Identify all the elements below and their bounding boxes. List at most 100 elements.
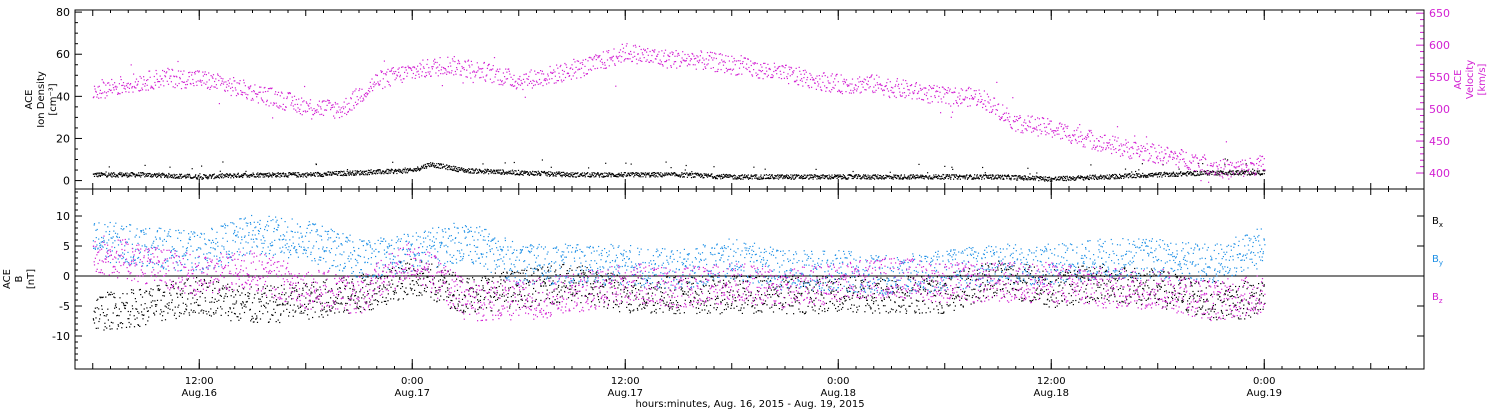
b-point-bx	[212, 283, 214, 285]
velocity-point	[710, 67, 712, 69]
b-point-bx	[180, 312, 182, 315]
density-point	[540, 174, 542, 177]
velocity-point	[960, 88, 962, 90]
density-point	[1094, 175, 1096, 177]
b-point-bx	[214, 298, 216, 300]
density-point	[906, 177, 909, 179]
velocity-point	[666, 59, 668, 61]
velocity-point	[856, 90, 858, 92]
velocity-point	[688, 55, 690, 57]
velocity-point	[606, 59, 609, 61]
density-point	[439, 163, 441, 165]
velocity-point	[334, 101, 336, 104]
b-point-bx	[122, 302, 125, 304]
density-point	[297, 176, 299, 178]
b-point-bx	[117, 325, 120, 327]
velocity-point	[440, 73, 442, 75]
density-point	[1196, 174, 1198, 176]
density-point	[475, 168, 477, 170]
velocity-point	[626, 43, 628, 45]
density-point	[1124, 168, 1127, 170]
b-point-bx	[166, 303, 168, 305]
density-point	[736, 178, 738, 180]
density-point	[691, 171, 693, 173]
density-point	[622, 176, 624, 178]
velocity-point	[1125, 139, 1127, 141]
velocity-point	[919, 87, 922, 90]
density-point	[926, 176, 928, 178]
density-point	[1026, 178, 1028, 180]
velocity-point	[1076, 129, 1078, 131]
density-point	[748, 178, 750, 180]
velocity-point	[610, 59, 612, 61]
density-point	[698, 173, 700, 176]
density-point	[837, 176, 839, 178]
density-point	[519, 171, 521, 173]
density-point	[1155, 174, 1157, 176]
velocity-point	[334, 117, 336, 119]
velocity-point	[341, 115, 343, 118]
density-point	[911, 176, 914, 178]
velocity-point	[1109, 139, 1111, 141]
density-point	[1093, 178, 1095, 180]
velocity-point	[783, 71, 785, 73]
velocity-point	[628, 53, 630, 55]
b-point-bx	[158, 289, 160, 292]
density-point	[524, 170, 526, 172]
density-point	[144, 164, 146, 166]
density-point	[339, 172, 341, 174]
density-point	[1057, 178, 1059, 181]
y-tick-label-left: 0	[63, 175, 70, 188]
velocity-point	[1212, 164, 1214, 166]
velocity-point	[697, 56, 699, 58]
density-point	[898, 175, 900, 177]
velocity-point	[280, 106, 282, 108]
velocity-point	[843, 83, 845, 85]
density-point	[973, 178, 975, 180]
velocity-point	[740, 55, 742, 57]
density-point	[622, 175, 624, 177]
density-point	[826, 175, 828, 177]
density-point	[701, 175, 704, 177]
density-point	[338, 171, 341, 173]
density-point	[615, 176, 617, 178]
velocity-point	[243, 82, 245, 84]
velocity-point	[522, 78, 525, 80]
density-point	[1003, 175, 1005, 177]
density-point	[674, 175, 676, 177]
density-point	[502, 169, 504, 171]
density-point	[831, 174, 833, 176]
velocity-point	[792, 71, 794, 73]
density-point	[893, 176, 895, 178]
density-point	[356, 170, 358, 172]
velocity-point	[756, 62, 758, 65]
velocity-point	[328, 102, 330, 104]
density-point	[321, 173, 323, 176]
density-point	[121, 172, 123, 174]
density-point	[950, 178, 952, 180]
velocity-point	[1122, 154, 1124, 157]
density-point	[1138, 169, 1140, 171]
density-point	[113, 175, 115, 177]
density-point	[655, 175, 657, 177]
density-point	[477, 172, 479, 174]
density-point	[1156, 176, 1159, 178]
velocity-point	[956, 102, 958, 104]
velocity-point	[272, 104, 274, 106]
density-point	[688, 175, 690, 177]
velocity-point	[511, 84, 513, 86]
velocity-point	[322, 114, 325, 116]
density-point	[460, 169, 462, 171]
velocity-point	[615, 55, 617, 57]
b-point-bx	[148, 316, 150, 318]
density-point	[1190, 172, 1193, 174]
velocity-point	[1110, 148, 1112, 150]
velocity-point	[1086, 134, 1088, 136]
density-point	[450, 166, 452, 168]
velocity-point	[935, 90, 938, 92]
density-point	[496, 170, 498, 172]
velocity-point	[869, 77, 871, 79]
velocity-point	[527, 78, 529, 80]
density-point	[920, 174, 922, 176]
